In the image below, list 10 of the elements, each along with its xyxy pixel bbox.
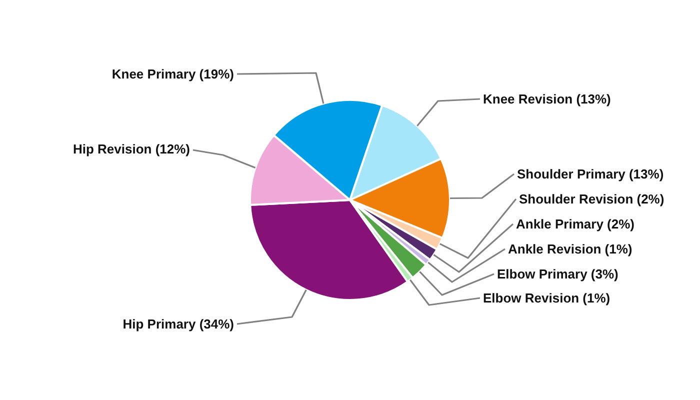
slice-label: Knee Primary (19%) — [112, 66, 234, 82]
slice-label: Elbow Revision (1%) — [483, 290, 610, 306]
slice-label: Shoulder Revision (2%) — [519, 192, 664, 207]
slice-label: Hip Revision (12%) — [72, 142, 190, 157]
slice-label: Elbow Primary (3%) — [497, 266, 618, 282]
slice-label: Shoulder Primary (13%) — [517, 166, 664, 182]
slice-label: Ankle Primary (2%) — [516, 216, 634, 232]
slice-label: Hip Primary (34%) — [122, 316, 234, 332]
slice-label: Knee Revision (13%) — [483, 92, 611, 107]
slice-label: Ankle Revision (1%) — [508, 242, 632, 257]
